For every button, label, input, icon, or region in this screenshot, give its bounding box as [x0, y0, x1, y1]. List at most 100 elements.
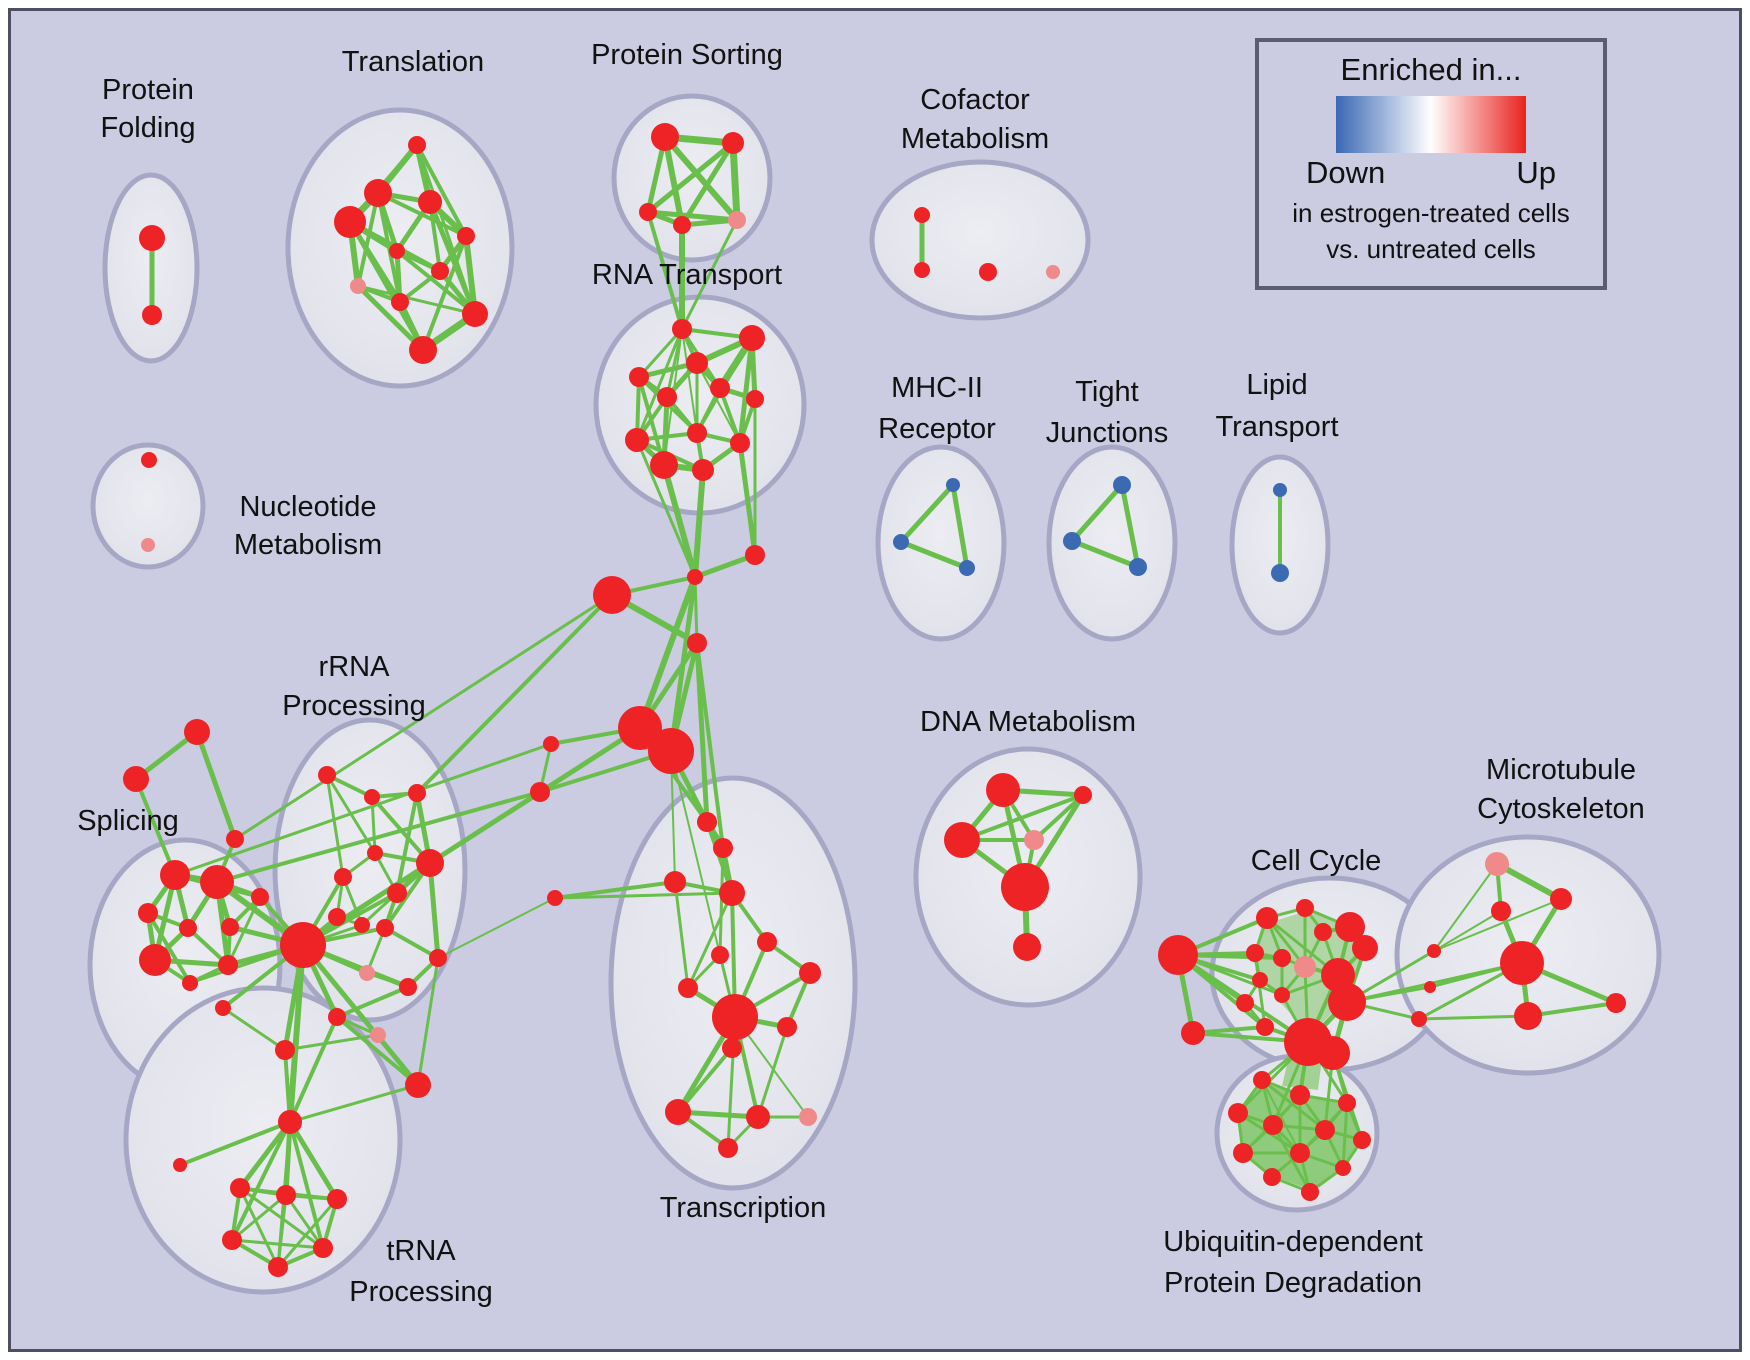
edge — [284, 1193, 325, 1250]
cluster-label-transcription: Transcription — [660, 1192, 827, 1224]
cluster-label-microtubule-cytoskeleton: Microtubule — [1486, 754, 1636, 786]
gene-set-node — [405, 1072, 431, 1098]
gene-set-node — [1263, 1168, 1281, 1186]
cluster-label-trna-processing: tRNA — [386, 1235, 456, 1267]
gene-set-node — [629, 367, 649, 387]
gene-set-node — [1316, 1036, 1350, 1070]
edge — [661, 462, 698, 580]
gene-set-node — [364, 789, 380, 805]
gene-set-node — [409, 336, 437, 364]
edge — [238, 1186, 325, 1250]
edge — [215, 790, 542, 884]
cluster-label-cofactor-metabolism: Metabolism — [901, 123, 1049, 155]
cluster-label-nucleotide-metabolism: Nucleotide — [239, 491, 376, 523]
gene-set-node — [687, 569, 703, 585]
edge — [1417, 1014, 1530, 1021]
edge — [287, 1119, 340, 1202]
gene-set-node — [745, 545, 765, 565]
gene-set-node — [1352, 935, 1378, 961]
edge — [1032, 793, 1085, 842]
cluster-label-trna-processing: Processing — [349, 1276, 492, 1308]
gene-set-node — [1253, 1071, 1271, 1089]
gene-set-node — [328, 1008, 346, 1026]
gene-set-node — [1338, 1094, 1356, 1112]
edge — [178, 1120, 292, 1167]
gene-set-node — [1353, 1131, 1371, 1149]
edge — [553, 880, 677, 900]
gene-set-node — [979, 263, 997, 281]
gene-set-node — [1485, 852, 1509, 876]
gene-set-node — [687, 423, 707, 443]
gene-set-node — [1158, 935, 1198, 975]
gene-set-node — [462, 301, 488, 327]
edge — [692, 552, 758, 580]
edge — [692, 467, 706, 580]
gene-set-node — [359, 965, 375, 981]
gene-set-node — [1046, 265, 1060, 279]
edge — [695, 641, 725, 850]
gene-set-node — [141, 538, 155, 552]
gene-set-node — [1606, 993, 1626, 1013]
edge — [230, 1238, 325, 1250]
gene-set-node — [593, 576, 631, 614]
gene-set-node — [530, 782, 550, 802]
gene-set-node — [799, 962, 821, 984]
cluster-label-translation: Translation — [342, 46, 484, 78]
gene-set-node — [275, 1040, 295, 1060]
edge — [437, 897, 556, 959]
gene-set-node — [173, 1158, 187, 1172]
gene-set-node — [431, 262, 449, 280]
edge — [680, 218, 739, 331]
cluster-label-cell-cycle: Cell Cycle — [1251, 845, 1382, 877]
edge — [1526, 1001, 1618, 1018]
edge — [662, 134, 685, 228]
edge — [421, 234, 468, 352]
cluster-label-nucleotide-metabolism: Metabolism — [234, 529, 382, 561]
cluster-ellipse-tight-junctions — [1046, 444, 1178, 642]
cluster-ellipse-nucleotide-metabolism — [90, 442, 206, 570]
gene-set-node — [730, 433, 750, 453]
legend-gradient-bar — [1336, 96, 1526, 153]
gene-set-node — [777, 1017, 797, 1037]
gene-set-node — [226, 830, 244, 848]
gene-set-node — [651, 123, 679, 151]
gene-set-node — [138, 903, 158, 923]
gene-set-node — [914, 207, 930, 223]
edge — [662, 134, 740, 223]
gene-set-node — [221, 918, 239, 936]
gene-set-node — [757, 932, 777, 952]
gene-set-node — [1335, 1160, 1351, 1176]
cluster-label-rna-transport: RNA Transport — [592, 259, 782, 291]
edge — [283, 1033, 380, 1052]
gene-set-node — [334, 206, 366, 238]
edge — [325, 773, 345, 879]
gene-set-node — [1113, 476, 1131, 494]
gene-set-node — [1256, 1018, 1274, 1036]
gene-set-node — [893, 534, 909, 550]
gene-set-node — [1314, 923, 1332, 941]
gene-set-node — [665, 1099, 691, 1125]
gene-set-node — [1274, 987, 1290, 1003]
edge — [288, 1083, 420, 1124]
gene-set-node — [1550, 888, 1572, 910]
gene-set-node — [618, 706, 662, 750]
gene-set-node — [1181, 1021, 1205, 1045]
edge — [696, 362, 741, 444]
edge — [635, 438, 697, 579]
cluster-label-mhc-ii-receptor: Receptor — [878, 413, 996, 445]
edge — [335, 985, 410, 1019]
edge — [335, 1015, 420, 1087]
edge — [395, 249, 477, 316]
gene-set-node — [692, 459, 714, 481]
gene-set-node — [1514, 1002, 1542, 1030]
edge — [756, 1025, 789, 1119]
legend-scale: Down Up — [1306, 157, 1556, 189]
edge — [173, 742, 553, 877]
gene-set-node — [370, 1027, 386, 1043]
gene-set-node — [1500, 941, 1544, 985]
cluster-label-tight-junctions: Tight — [1075, 376, 1138, 408]
edge — [370, 795, 432, 865]
edge — [1494, 861, 1564, 902]
gene-set-node — [1427, 944, 1441, 958]
gene-set-node — [673, 216, 691, 234]
